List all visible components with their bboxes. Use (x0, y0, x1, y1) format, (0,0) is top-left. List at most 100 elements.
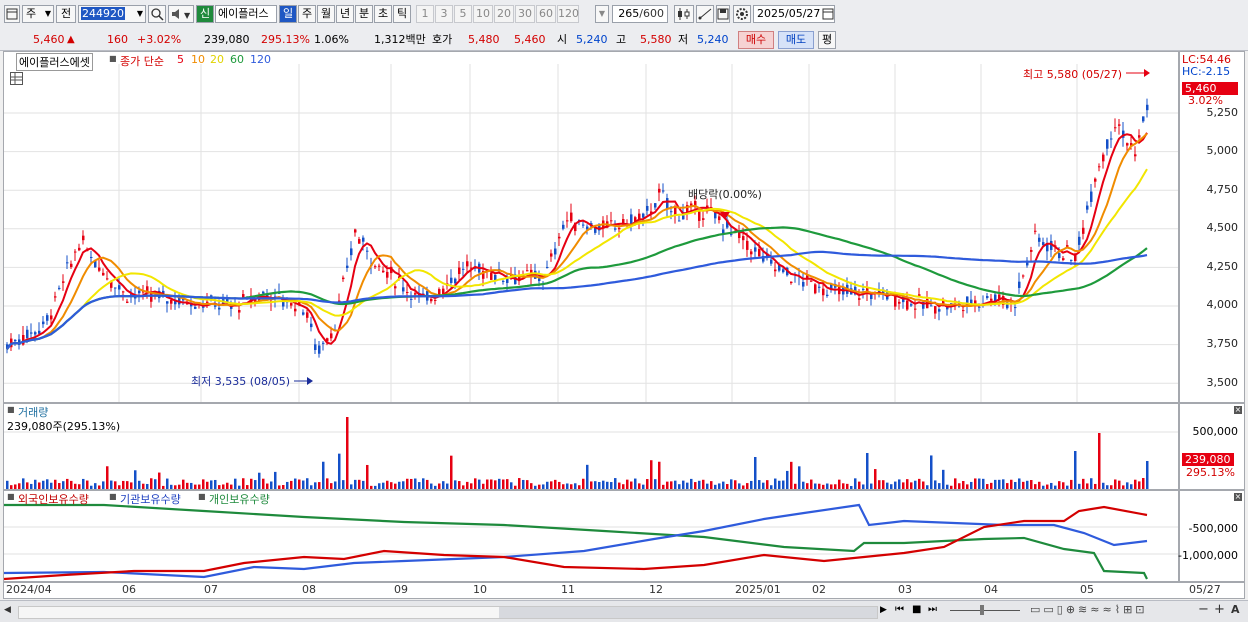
rewind-icon[interactable]: ⏮ (895, 604, 904, 615)
scroll-thumb[interactable] (499, 607, 877, 618)
scroll-right-icon[interactable]: ▶ (880, 605, 887, 615)
price-chart[interactable] (4, 52, 1178, 402)
interval-button-6[interactable]: 60 (536, 5, 556, 23)
volume-bar (318, 482, 321, 489)
save-icon[interactable] (716, 5, 730, 23)
volume-bar (702, 479, 705, 489)
candle-body (942, 300, 945, 304)
volume-panel[interactable]: ■ 거래량 239,080주(295.13%) (3, 403, 1179, 490)
quote-bar: 5,460 ▲ 160 +3.02% 239,080 295.13% 1.06%… (0, 29, 1248, 51)
volume-bar (362, 480, 365, 489)
interval-button-5[interactable]: 30 (515, 5, 535, 23)
volume-bar (566, 483, 569, 489)
interval-button-7[interactable]: 120 (557, 5, 579, 23)
horizontal-scrollbar[interactable] (18, 606, 878, 619)
volume-bar (434, 485, 437, 489)
volume-bar (234, 478, 237, 489)
volume-bar (594, 481, 597, 489)
volume-bar (146, 483, 149, 489)
stock-label[interactable]: 에이플러스에셋 (16, 53, 93, 71)
candle-body (434, 299, 437, 301)
gear-icon[interactable] (733, 5, 751, 23)
date-value: 2025/05/27 (757, 7, 821, 20)
candle-body (314, 344, 317, 351)
prev-button[interactable]: 전 (56, 5, 76, 23)
interval-button-1[interactable]: 3 (435, 5, 453, 23)
price-panel[interactable]: 에이플러스에셋 ■ 종가 단순 5 10 20 60 120 최고 5,580 … (3, 51, 1179, 403)
stop-icon[interactable]: ■ (912, 604, 922, 615)
candle-body (990, 298, 993, 301)
volume-bar (938, 483, 941, 489)
date-input[interactable]: 2025/05/27 (753, 5, 835, 23)
text-size-icon[interactable]: A (1231, 603, 1240, 616)
volume-bar (346, 417, 349, 489)
period-tab-0[interactable]: 일 (279, 5, 297, 23)
volume-bar (14, 484, 17, 489)
high-arrow-head (1144, 69, 1150, 77)
zoom-in-icon[interactable]: + (1214, 602, 1225, 617)
volume-bar (770, 485, 773, 489)
interval-button-2[interactable]: 5 (454, 5, 472, 23)
candle-body (102, 272, 105, 276)
stock-code-input[interactable]: 244920 ▼ (78, 5, 146, 23)
x-label: 09 (394, 583, 408, 596)
period-tab-2[interactable]: 월 (317, 5, 335, 23)
period-tab-4[interactable]: 분 (355, 5, 373, 23)
period-tab-5[interactable]: 초 (374, 5, 392, 23)
candle-body (186, 303, 189, 305)
candle-body (642, 213, 645, 218)
candle-body (458, 267, 461, 275)
volume-bar (902, 482, 905, 489)
period-type-select[interactable]: 주 ▼ (22, 5, 54, 23)
volume-bar (466, 481, 469, 489)
period-tab-6[interactable]: 틱 (393, 5, 411, 23)
interval-button-0[interactable]: 1 (416, 5, 434, 23)
sound-icon[interactable]: ▼ (168, 5, 194, 23)
volume-bar (82, 478, 85, 489)
period-tab-1[interactable]: 주 (298, 5, 316, 23)
candle-body (1038, 237, 1041, 242)
close-icon[interactable]: × (1234, 492, 1242, 501)
candle-icon[interactable] (674, 5, 694, 23)
interval-dropdown[interactable]: ▼ (595, 5, 609, 23)
window-icon[interactable] (4, 5, 20, 23)
quote-turnover: 1.06% (314, 33, 349, 46)
holdings-chart[interactable] (4, 491, 1178, 581)
volume-bar (778, 480, 781, 489)
volume-chart[interactable] (4, 404, 1178, 489)
candle-body (678, 220, 681, 222)
buy-button[interactable]: 매수 (738, 31, 774, 49)
close-icon[interactable]: × (1234, 405, 1242, 414)
volume-bar (1106, 485, 1109, 489)
table-icon[interactable] (10, 72, 23, 85)
eval-button[interactable]: 평 (818, 31, 836, 49)
holdings-panel[interactable]: ■ 외국인보유수량 ■ 기관보유수량 ■ 개인보유수량 (3, 490, 1179, 582)
calendar-icon[interactable] (822, 7, 834, 21)
x-label: 08 (302, 583, 316, 596)
volume-bar (982, 478, 985, 489)
volume-bar (462, 485, 465, 489)
search-icon[interactable] (148, 5, 166, 23)
volume-bar (1126, 482, 1129, 489)
zoom-out-icon[interactable]: − (1198, 602, 1209, 617)
volume-bar (814, 483, 817, 489)
sell-button[interactable]: 매도 (778, 31, 814, 49)
low-label: 저 (678, 33, 689, 46)
volume-bar (26, 482, 29, 489)
scroll-left-icon[interactable]: ◀ (4, 605, 11, 615)
interval-button-4[interactable]: 20 (494, 5, 514, 23)
candle-body (1098, 166, 1101, 168)
line-tool-icon[interactable] (696, 5, 714, 23)
candle-body (966, 296, 969, 305)
drawing-tools-icon[interactable]: ▭▭▯⊕≋≈≈⌇⊞⊡ (1030, 603, 1148, 616)
volume-bar (322, 461, 325, 489)
count-display[interactable]: 265/600 (612, 5, 668, 23)
zoom-slider[interactable] (950, 610, 1020, 611)
volume-bar (914, 480, 917, 489)
period-tab-3[interactable]: 년 (336, 5, 354, 23)
play-icon[interactable]: ⏭ (928, 604, 937, 615)
volume-bar (38, 482, 41, 489)
zoom-slider-handle[interactable] (980, 605, 984, 615)
volume-bar (858, 481, 861, 489)
interval-button-3[interactable]: 10 (473, 5, 493, 23)
